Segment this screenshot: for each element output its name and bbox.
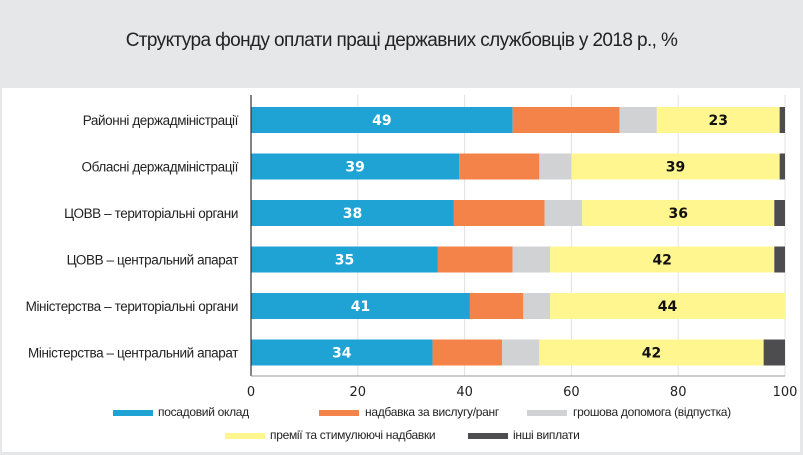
bar-segment bbox=[619, 107, 657, 133]
x-tick-label: 40 bbox=[456, 385, 473, 400]
bar-segment bbox=[512, 107, 620, 133]
bar-segment bbox=[550, 246, 775, 273]
data-label: 23 bbox=[709, 113, 728, 129]
bar-segment bbox=[544, 200, 583, 226]
bar-segment bbox=[571, 153, 780, 180]
x-tick-label: 100 bbox=[773, 385, 798, 400]
gridlines bbox=[357, 95, 786, 376]
category-label: Міністерства – центральний апарат bbox=[28, 346, 238, 361]
category-label: ЦОВВ – територіальні органи bbox=[64, 206, 238, 221]
data-label: 42 bbox=[642, 346, 661, 362]
bar-segment bbox=[251, 153, 460, 180]
bar-segment bbox=[501, 339, 540, 366]
axes: 0 20 40 60 80 100 Районні держадміністрації Обл… bbox=[26, 95, 798, 400]
bar-segment bbox=[779, 107, 785, 133]
category-label: ЦОВВ – центральний апарат bbox=[67, 253, 239, 268]
x-tick-label: 80 bbox=[670, 385, 687, 400]
bar-segment bbox=[432, 339, 502, 366]
data-label: 36 bbox=[668, 206, 687, 222]
chart-title: Структура фонду оплати праці державних с… bbox=[125, 30, 678, 51]
data-label: 38 bbox=[343, 206, 362, 222]
data-label: 41 bbox=[351, 299, 370, 315]
legend-swatch bbox=[113, 410, 153, 416]
legend-label: премії та стимулюючі надбавки bbox=[270, 428, 435, 442]
legend: посадовий оклад надбавка за вислугу/ранг г… bbox=[113, 405, 731, 442]
x-tick-label: 0 bbox=[247, 385, 255, 400]
bar-segment bbox=[774, 200, 785, 226]
data-label: 44 bbox=[658, 299, 678, 315]
legend-label: надбавка за вислугу/ранг bbox=[365, 405, 500, 419]
bars: 49 23 39 39 38 36 35 42 41 44 34 42 bbox=[251, 107, 785, 366]
bar-segment bbox=[763, 339, 785, 366]
bar-segment bbox=[251, 107, 513, 133]
legend-swatch bbox=[319, 410, 359, 416]
bar-segment bbox=[251, 246, 438, 273]
legend-label: грошова допомога (відпустка) bbox=[573, 405, 731, 419]
category-label: Міністерства – територіальні органи bbox=[26, 299, 238, 314]
data-label: 49 bbox=[372, 113, 391, 129]
bar-segment bbox=[251, 293, 470, 319]
bar-segment bbox=[459, 153, 540, 180]
bar-segment bbox=[437, 246, 513, 273]
bar-segment bbox=[582, 200, 775, 226]
bar-segment bbox=[523, 293, 551, 319]
bar-segment bbox=[469, 293, 524, 319]
x-tick-label: 60 bbox=[563, 385, 580, 400]
bar-segment bbox=[539, 339, 764, 366]
legend-swatch bbox=[225, 433, 265, 439]
legend-label: посадовий оклад bbox=[158, 405, 249, 419]
x-tick-label: 20 bbox=[350, 385, 367, 400]
data-label: 35 bbox=[335, 253, 354, 269]
category-label: Районні держадміністрації bbox=[83, 113, 239, 128]
legend-swatch bbox=[468, 433, 508, 439]
bar-segment bbox=[539, 153, 572, 180]
data-label: 34 bbox=[332, 346, 352, 362]
bar-segment bbox=[251, 200, 454, 226]
bar-segment bbox=[779, 153, 785, 180]
bar-segment bbox=[550, 293, 785, 319]
legend-label: інші виплати bbox=[513, 428, 580, 442]
category-label: Обласні держадміністрації bbox=[82, 160, 239, 175]
data-label: 39 bbox=[345, 160, 364, 176]
bar-segment bbox=[774, 246, 785, 273]
legend-swatch bbox=[527, 410, 567, 416]
data-label: 42 bbox=[652, 253, 671, 269]
bar-segment bbox=[453, 200, 545, 226]
bar-segment bbox=[656, 107, 780, 133]
bar-segment bbox=[512, 246, 551, 273]
bar-segment bbox=[251, 339, 433, 366]
data-label: 39 bbox=[666, 160, 685, 176]
